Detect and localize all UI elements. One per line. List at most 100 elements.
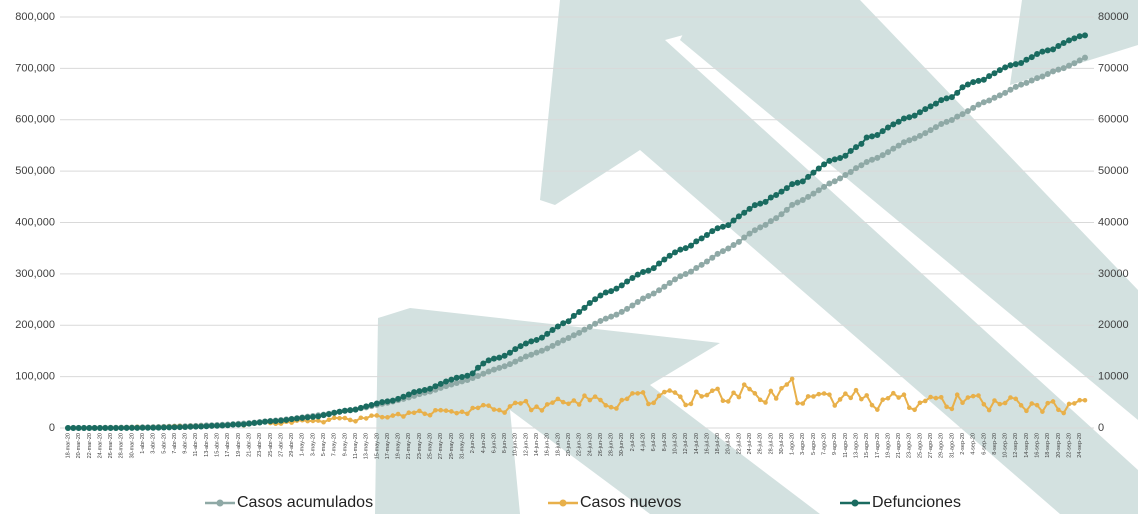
- data-point: [490, 355, 497, 362]
- data-point: [992, 398, 997, 403]
- y-tick-label: 400,000: [15, 216, 55, 228]
- data-point: [581, 326, 588, 333]
- data-point: [629, 275, 636, 282]
- x-tick-label: 25-ago-20: [917, 433, 923, 458]
- data-point: [182, 424, 189, 431]
- data-point: [1039, 73, 1046, 80]
- x-tick-label: 19-ago-20: [885, 433, 891, 458]
- data-point: [176, 424, 183, 431]
- data-point: [544, 330, 551, 337]
- x-tick-label: 3-abr-20: [151, 433, 157, 454]
- x-tick-label: 17-may-20: [385, 433, 391, 459]
- data-point: [693, 264, 700, 271]
- x-tick-label: 12-jun-20: [523, 433, 529, 456]
- data-point: [549, 342, 556, 349]
- data-point: [571, 398, 577, 403]
- data-point: [709, 388, 715, 394]
- data-point: [560, 399, 566, 405]
- data-point: [853, 387, 859, 393]
- data-point: [464, 376, 471, 383]
- data-point: [570, 332, 577, 339]
- data-point: [326, 417, 332, 423]
- x-tick-label: 30-jul-20: [779, 433, 785, 454]
- data-point: [1055, 43, 1062, 50]
- data-point: [646, 401, 651, 407]
- data-point: [980, 76, 987, 83]
- data-point: [1066, 401, 1072, 407]
- data-point: [75, 424, 82, 431]
- x-tick-label: 30-mar-20: [129, 433, 135, 458]
- data-point: [534, 404, 539, 409]
- data-point: [315, 413, 322, 420]
- data-point: [789, 181, 796, 188]
- x-tick-label: 13-may-20: [364, 433, 370, 459]
- data-point: [1034, 402, 1040, 408]
- data-point: [481, 402, 486, 408]
- plot-area: [65, 32, 1088, 431]
- x-tick-label: 19-may-20: [396, 433, 402, 459]
- data-point: [741, 234, 748, 241]
- data-point: [336, 408, 343, 415]
- data-point: [400, 393, 407, 400]
- x-tick-label: 13-abr-20: [204, 433, 210, 457]
- data-point: [506, 349, 513, 356]
- data-point: [214, 422, 221, 429]
- data-point: [65, 425, 71, 431]
- data-point: [96, 424, 103, 431]
- x-tick-label: 28-jun-20: [609, 433, 615, 456]
- x-tick-label: 17-ago-20: [875, 433, 881, 458]
- data-point: [715, 386, 720, 392]
- data-point: [714, 250, 721, 257]
- data-point: [533, 349, 540, 356]
- y2-tick-label: 60000: [1098, 114, 1129, 126]
- data-point: [406, 410, 412, 416]
- data-point: [970, 79, 977, 86]
- data-point: [794, 179, 801, 186]
- data-point: [512, 400, 518, 406]
- data-point: [1066, 62, 1073, 69]
- data-point: [922, 106, 929, 113]
- data-point: [554, 323, 561, 330]
- data-point: [1018, 59, 1025, 66]
- x-tick-label: 5-may-20: [321, 433, 327, 456]
- data-point: [576, 329, 583, 336]
- data-point: [661, 256, 668, 263]
- y-tick-label: 200,000: [15, 319, 55, 331]
- data-point: [384, 398, 391, 405]
- data-point: [1013, 396, 1019, 402]
- data-point: [948, 94, 955, 101]
- data-point: [799, 178, 806, 185]
- data-point: [980, 99, 987, 106]
- data-point: [891, 390, 896, 396]
- data-point: [917, 400, 923, 406]
- data-point: [826, 157, 833, 164]
- data-point: [970, 104, 977, 111]
- data-point: [1050, 46, 1057, 53]
- data-point: [884, 149, 891, 156]
- y2-tick-label: 50000: [1098, 165, 1129, 177]
- data-point: [576, 402, 582, 407]
- x-tick-label: 12-jul-20: [683, 433, 689, 454]
- x-tick-label: 14-jul-20: [694, 433, 700, 454]
- x-tick-label: 29-ago-20: [939, 433, 945, 458]
- data-point: [683, 402, 688, 408]
- data-point: [1055, 66, 1062, 73]
- data-point: [1028, 54, 1035, 61]
- data-point: [304, 414, 311, 421]
- data-point: [847, 168, 854, 175]
- y-tick-label: 0: [49, 422, 55, 434]
- data-point: [1018, 403, 1024, 408]
- data-point: [150, 424, 157, 431]
- data-point: [1061, 410, 1067, 416]
- data-point: [725, 245, 732, 252]
- data-point: [906, 137, 913, 144]
- data-point: [719, 248, 726, 255]
- data-point: [884, 124, 891, 131]
- data-point: [353, 418, 358, 424]
- data-point: [198, 423, 205, 430]
- data-point: [586, 323, 593, 330]
- data-point: [832, 403, 838, 408]
- x-tick-label: 27-ago-20: [928, 433, 934, 458]
- data-point: [831, 156, 838, 163]
- data-point: [86, 424, 93, 431]
